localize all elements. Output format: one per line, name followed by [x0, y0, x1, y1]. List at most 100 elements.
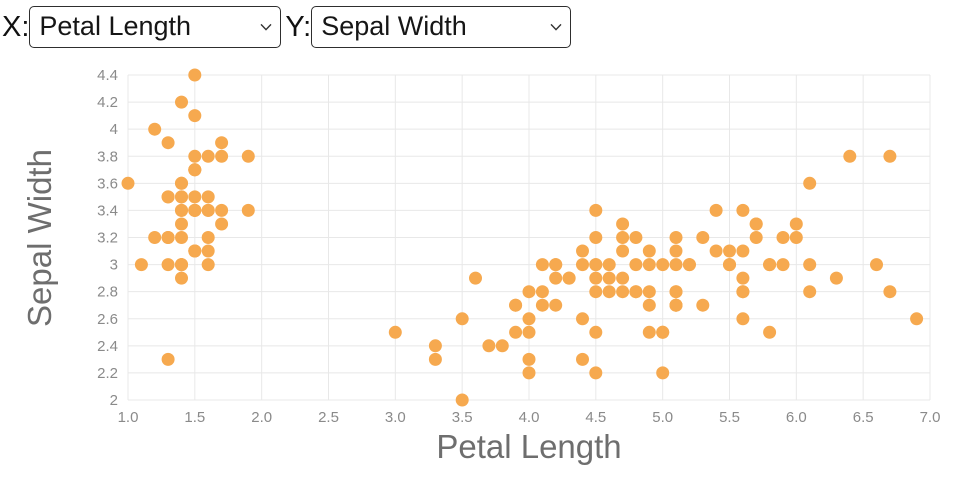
data-point [843, 149, 857, 163]
data-point [522, 366, 536, 380]
data-point [201, 244, 215, 258]
data-point [215, 149, 229, 163]
data-point [509, 325, 523, 339]
y-tick-label: 2.8 [97, 284, 118, 301]
data-point [736, 271, 750, 285]
data-point [803, 285, 817, 299]
data-point [522, 325, 536, 339]
x-tick-label: 2.5 [318, 409, 339, 426]
data-point [549, 298, 563, 312]
y-tick-label: 3.6 [97, 175, 118, 192]
data-point [602, 271, 616, 285]
data-point [616, 217, 630, 231]
y-tick-label: 2.4 [97, 338, 118, 355]
data-point [241, 203, 255, 217]
data-point [576, 352, 589, 366]
data-point [201, 231, 215, 244]
data-point [241, 149, 255, 163]
data-point [482, 339, 496, 353]
data-point [642, 258, 656, 272]
data-point [175, 176, 188, 190]
data-point [175, 271, 188, 285]
data-point [215, 136, 229, 150]
y-tick-label: 2.6 [97, 311, 118, 328]
data-point [883, 149, 897, 163]
data-point [642, 325, 656, 339]
data-point [589, 258, 603, 272]
y-tick-label: 3.4 [97, 202, 118, 219]
data-point [776, 258, 790, 272]
data-point [669, 231, 683, 244]
y-axis-title: Sepal Width [21, 149, 58, 327]
data-point [616, 285, 630, 299]
data-point [763, 258, 777, 272]
data-point [682, 258, 696, 272]
data-point [161, 231, 175, 244]
x-tick-label: 1.0 [118, 409, 139, 426]
data-point [669, 244, 683, 258]
data-point [749, 231, 763, 244]
data-point [535, 258, 549, 272]
data-point [656, 325, 670, 339]
x-tick-label: 6.5 [853, 409, 874, 426]
x-tick-label: 5.5 [719, 409, 740, 426]
data-point [736, 312, 750, 326]
y-tick-label: 2 [110, 392, 118, 409]
x-tick-label: 7.0 [920, 409, 941, 426]
data-point [134, 258, 148, 272]
data-point [201, 203, 215, 217]
data-point [589, 203, 603, 217]
y-tick-label: 3.8 [97, 148, 118, 165]
data-point [669, 258, 683, 272]
data-point [549, 258, 563, 272]
data-point [749, 217, 763, 231]
data-point [763, 325, 777, 339]
data-point [161, 136, 175, 150]
y-axis-label: Y: [285, 10, 312, 43]
x-tick-label: 6.0 [786, 409, 807, 426]
data-point [201, 149, 215, 163]
data-point [148, 122, 162, 136]
data-point [188, 203, 202, 217]
data-point [428, 352, 442, 366]
data-point [175, 95, 188, 109]
data-point [455, 393, 469, 407]
y-axis-select[interactable]: Sepal Width [311, 6, 572, 49]
data-point [789, 231, 803, 244]
data-point [616, 244, 630, 258]
data-point [576, 244, 589, 258]
data-point [642, 298, 656, 312]
data-point [188, 149, 202, 163]
data-point [188, 68, 202, 82]
data-point [803, 176, 817, 190]
data-point [642, 285, 656, 299]
data-point [188, 109, 202, 123]
y-tick-label: 2.2 [97, 365, 118, 382]
y-axis-select-wrap: Sepal Width [311, 6, 572, 49]
data-point [829, 271, 843, 285]
data-point [910, 312, 924, 326]
data-point [656, 258, 670, 272]
x-axis-select[interactable]: Petal Length [29, 6, 282, 49]
data-point [589, 325, 603, 339]
data-point [669, 285, 683, 299]
data-point [616, 271, 630, 285]
data-point [696, 298, 710, 312]
data-point [175, 217, 188, 231]
data-point [161, 258, 175, 272]
data-point [736, 285, 750, 299]
data-point [188, 190, 202, 204]
data-point [723, 258, 736, 272]
data-point [522, 285, 536, 299]
data-point [522, 312, 536, 326]
data-point [455, 312, 469, 326]
data-point [589, 285, 603, 299]
y-tick-label: 4.2 [97, 94, 118, 111]
data-point [629, 258, 643, 272]
x-tick-label: 1.5 [184, 409, 205, 426]
data-point [495, 339, 509, 353]
data-point [175, 190, 188, 204]
data-point [215, 203, 229, 217]
data-point [789, 217, 803, 231]
data-point [629, 231, 643, 244]
